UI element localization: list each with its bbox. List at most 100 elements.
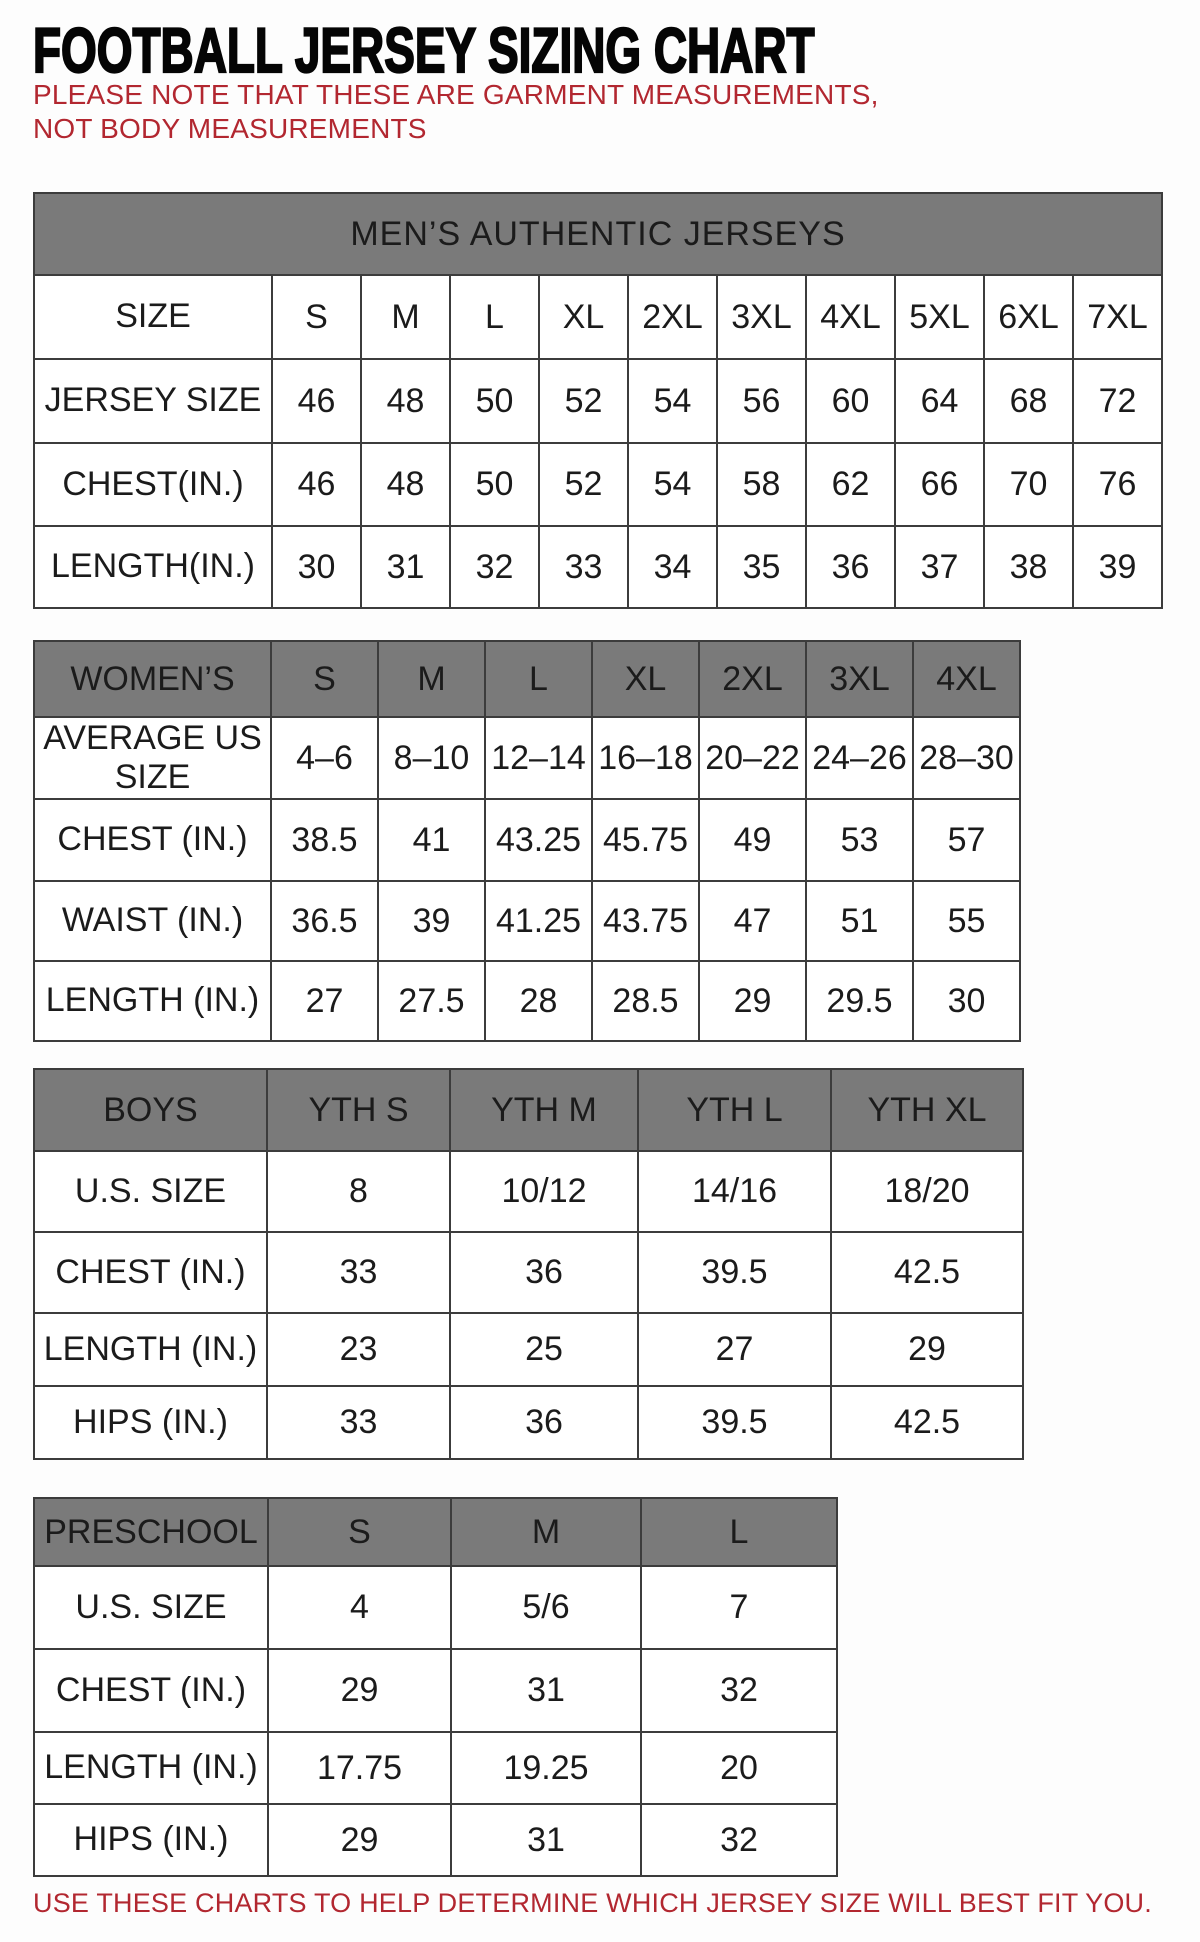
row-label: JERSEY SIZE (33, 358, 273, 444)
table-cell: XL (538, 274, 629, 360)
table-cell: 4XL (805, 274, 896, 360)
size-header-cell: YTH S (266, 1068, 451, 1152)
table-cell: 27 (270, 960, 379, 1042)
size-header-cell: M (450, 1497, 642, 1567)
preschool-header-row: PRESCHOOL S M L (33, 1497, 838, 1567)
table-cell: 42.5 (830, 1231, 1024, 1314)
table-cell: 39 (1072, 525, 1163, 609)
row-label: HIPS (IN.) (33, 1803, 269, 1877)
table-cell: 31 (360, 525, 451, 609)
table-header-label: PRESCHOOL (33, 1497, 269, 1567)
table-cell: 38.5 (270, 798, 379, 882)
table-cell: 60 (805, 358, 896, 444)
table-cell: 36 (449, 1231, 639, 1314)
row-label: CHEST(IN.) (33, 442, 273, 527)
size-header-cell: YTH L (637, 1068, 832, 1152)
table-cell: 27 (637, 1312, 832, 1387)
row-label: WAIST (IN.) (33, 880, 272, 962)
table-cell: 38 (983, 525, 1074, 609)
table-cell: 19.25 (450, 1731, 642, 1805)
table-cell: 36 (449, 1385, 639, 1460)
row-label: SIZE (33, 274, 273, 360)
table-cell: 37 (894, 525, 985, 609)
table-row: CHEST (IN.) 29 31 32 (33, 1648, 838, 1733)
table-cell: 29 (698, 960, 807, 1042)
size-header-cell: XL (591, 640, 700, 718)
table-cell: 29 (267, 1648, 452, 1733)
table-row: WAIST (IN.) 36.5 39 41.25 43.75 47 51 55 (33, 880, 1021, 962)
table-cell: 31 (450, 1648, 642, 1733)
table-cell: 54 (627, 358, 718, 444)
table-cell: 48 (360, 358, 451, 444)
table-row: CHEST(IN.) 46 48 50 52 54 58 62 66 70 76 (33, 442, 1163, 527)
table-cell: 68 (983, 358, 1074, 444)
table-cell: 6XL (983, 274, 1074, 360)
table-cell: 4–6 (270, 716, 379, 800)
size-header-cell: 3XL (805, 640, 914, 718)
boys-sizing-table: BOYS YTH S YTH M YTH L YTH XL U.S. SIZE … (33, 1068, 1024, 1460)
table-cell: 35 (716, 525, 807, 609)
table-row: U.S. SIZE 4 5/6 7 (33, 1565, 838, 1650)
table-cell: 30 (271, 525, 362, 609)
row-label: CHEST (IN.) (33, 1648, 269, 1733)
row-label: LENGTH(IN.) (33, 525, 273, 609)
table-cell: 32 (449, 525, 540, 609)
table-cell: 33 (266, 1231, 451, 1314)
table-row: LENGTH (IN.) 17.75 19.25 20 (33, 1731, 838, 1805)
table-cell: 5/6 (450, 1565, 642, 1650)
table-row: LENGTH (IN.) 27 27.5 28 28.5 29 29.5 30 (33, 960, 1021, 1042)
table-cell: 62 (805, 442, 896, 527)
footer-note: USE THESE CHARTS TO HELP DETERMINE WHICH… (33, 1888, 1152, 1918)
table-cell: 12–14 (484, 716, 593, 800)
table-cell: 29.5 (805, 960, 914, 1042)
table-cell: 54 (627, 442, 718, 527)
table-cell: 70 (983, 442, 1074, 527)
table-cell: 47 (698, 880, 807, 962)
row-label: LENGTH (IN.) (33, 1731, 269, 1805)
womens-header-row: WOMEN’S S M L XL 2XL 3XL 4XL (33, 640, 1021, 718)
table-cell: 20 (640, 1731, 838, 1805)
womens-sizing-table: WOMEN’S S M L XL 2XL 3XL 4XL AVERAGE US … (33, 640, 1021, 1042)
table-cell: 41 (377, 798, 486, 882)
row-label: LENGTH (IN.) (33, 960, 272, 1042)
table-cell: 41.25 (484, 880, 593, 962)
table-cell: 2XL (627, 274, 718, 360)
table-cell: 43.75 (591, 880, 700, 962)
size-header-cell: S (270, 640, 379, 718)
table-cell: 42.5 (830, 1385, 1024, 1460)
table-row: JERSEY SIZE 46 48 50 52 54 56 60 64 68 7… (33, 358, 1163, 444)
table-cell: 23 (266, 1312, 451, 1387)
table-cell: 39.5 (637, 1231, 832, 1314)
table-cell: 29 (830, 1312, 1024, 1387)
table-cell: 18/20 (830, 1150, 1024, 1233)
table-cell: 39.5 (637, 1385, 832, 1460)
table-cell: 7 (640, 1565, 838, 1650)
table-cell: 46 (271, 442, 362, 527)
size-header-cell: YTH M (449, 1068, 639, 1152)
page-title: FOOTBALL JERSEY SIZING CHART (32, 14, 815, 87)
preschool-sizing-table: PRESCHOOL S M L U.S. SIZE 4 5/6 7 CHEST … (33, 1497, 838, 1877)
row-label: U.S. SIZE (33, 1565, 269, 1650)
table-cell: 27.5 (377, 960, 486, 1042)
boys-header-row: BOYS YTH S YTH M YTH L YTH XL (33, 1068, 1024, 1152)
table-cell: L (449, 274, 540, 360)
table-cell: 76 (1072, 442, 1163, 527)
table-cell: 28 (484, 960, 593, 1042)
table-cell: 28–30 (912, 716, 1021, 800)
table-cell: 33 (266, 1385, 451, 1460)
table-cell: 49 (698, 798, 807, 882)
garment-measurements-note: PLEASE NOTE THAT THESE ARE GARMENT MEASU… (33, 79, 879, 145)
table-cell: 43.25 (484, 798, 593, 882)
table-cell: S (271, 274, 362, 360)
table-cell: 50 (449, 358, 540, 444)
row-label: U.S. SIZE (33, 1150, 268, 1233)
table-cell: 45.75 (591, 798, 700, 882)
size-header-cell: L (484, 640, 593, 718)
table-cell: 56 (716, 358, 807, 444)
size-header-cell: 2XL (698, 640, 807, 718)
table-row: SIZE S M L XL 2XL 3XL 4XL 5XL 6XL 7XL (33, 274, 1163, 360)
table-row: AVERAGE US SIZE 4–6 8–10 12–14 16–18 20–… (33, 716, 1021, 800)
table-cell: 52 (538, 358, 629, 444)
table-cell: 34 (627, 525, 718, 609)
table-cell: 46 (271, 358, 362, 444)
